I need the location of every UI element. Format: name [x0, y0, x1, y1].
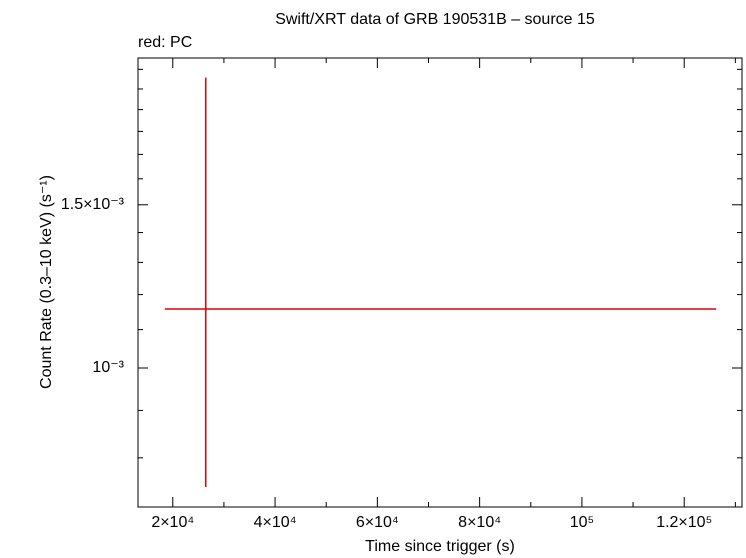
chart-title: Swift/XRT data of GRB 190531B – source 1… — [275, 11, 595, 28]
legend-label: red: PC — [138, 34, 192, 51]
x-tick-label: 6×10⁴ — [356, 514, 399, 531]
x-tick-label: 1.2×10⁵ — [656, 514, 712, 531]
y-axis-label: Count Rate (0.3–10 keV) (s⁻¹) — [38, 175, 55, 389]
y-tick-label: 10⁻³ — [92, 359, 124, 376]
x-axis-label: Time since trigger (s) — [365, 538, 515, 555]
x-tick-label: 10⁵ — [570, 514, 594, 531]
x-tick-label: 4×10⁴ — [254, 514, 297, 531]
plot-frame — [137, 57, 743, 508]
x-tick-label: 2×10⁴ — [151, 514, 194, 531]
x-tick-label: 8×10⁴ — [458, 514, 501, 531]
y-tick-label: 1.5×10⁻³ — [61, 196, 125, 213]
